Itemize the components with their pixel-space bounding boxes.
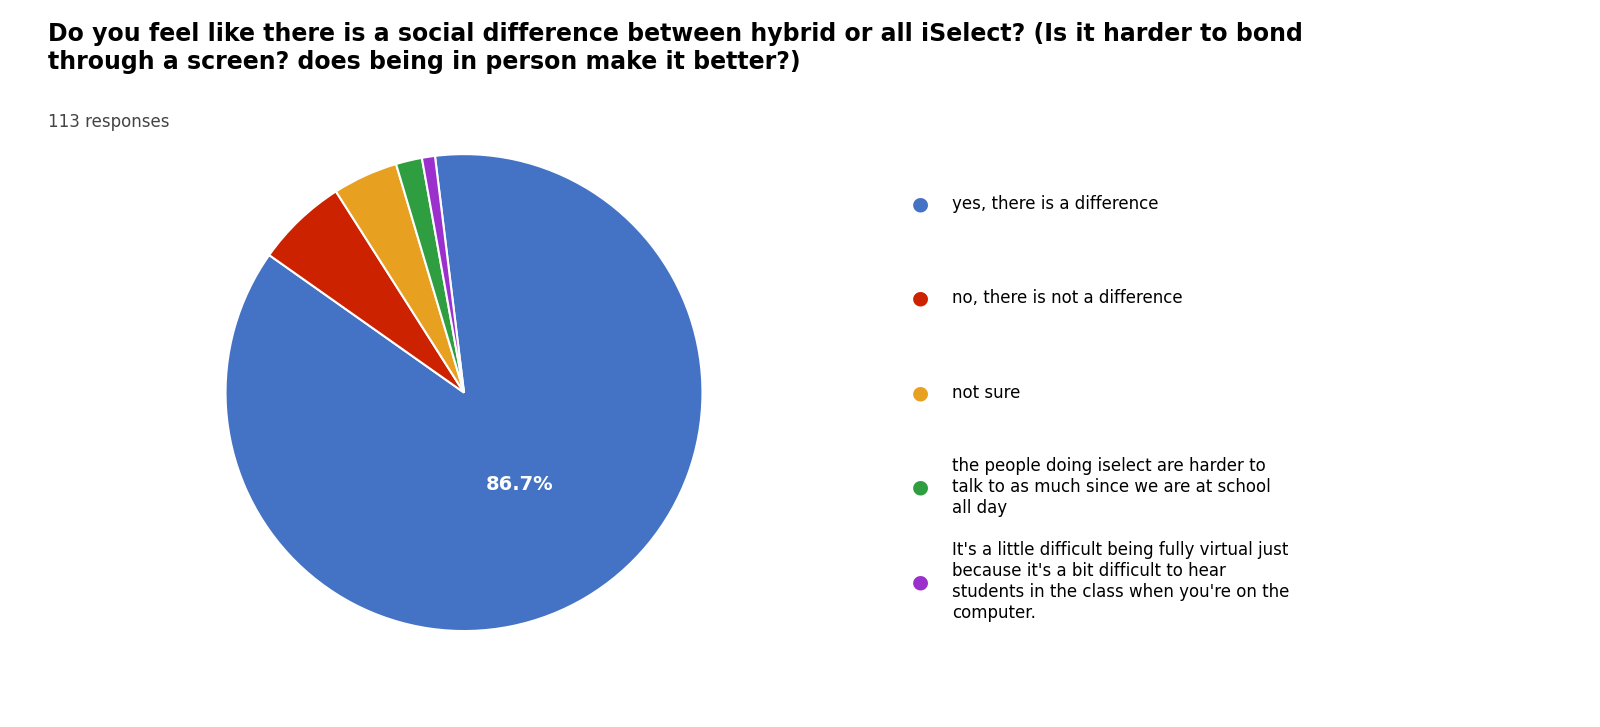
Wedge shape bbox=[269, 191, 464, 393]
Wedge shape bbox=[422, 156, 464, 393]
Text: 86.7%: 86.7% bbox=[485, 475, 554, 494]
Text: not sure: not sure bbox=[952, 384, 1021, 401]
Text: ●: ● bbox=[912, 478, 928, 497]
Wedge shape bbox=[397, 158, 464, 393]
Text: ●: ● bbox=[912, 383, 928, 402]
Text: It's a little difficult being fully virtual just
because it's a bit difficult to: It's a little difficult being fully virt… bbox=[952, 542, 1290, 622]
Text: ●: ● bbox=[912, 194, 928, 213]
Text: 113 responses: 113 responses bbox=[48, 113, 170, 131]
Wedge shape bbox=[226, 154, 702, 631]
Text: no, there is not a difference: no, there is not a difference bbox=[952, 289, 1182, 307]
Text: ●: ● bbox=[912, 289, 928, 308]
Text: the people doing iselect are harder to
talk to as much since we are at school
al: the people doing iselect are harder to t… bbox=[952, 457, 1270, 517]
Text: ●: ● bbox=[912, 572, 928, 591]
Wedge shape bbox=[336, 164, 464, 393]
Text: yes, there is a difference: yes, there is a difference bbox=[952, 195, 1158, 212]
Text: Do you feel like there is a social difference between hybrid or all iSelect? (Is: Do you feel like there is a social diffe… bbox=[48, 22, 1302, 73]
